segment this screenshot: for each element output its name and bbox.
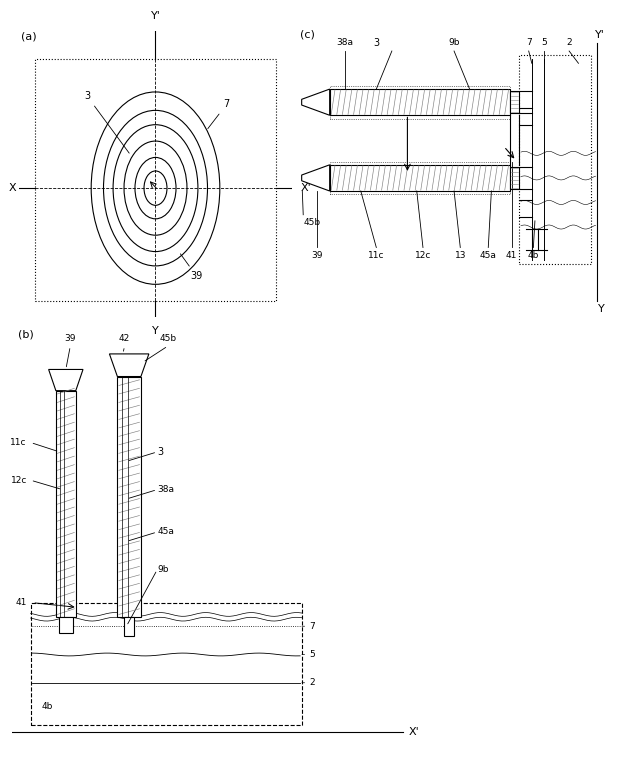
Bar [124, 617, 134, 636]
Text: X': X' [300, 183, 311, 193]
Text: Y: Y [598, 304, 605, 314]
Bar [330, 86, 510, 118]
Text: 7: 7 [526, 38, 532, 47]
Text: (a): (a) [21, 31, 37, 42]
Text: 3: 3 [157, 447, 164, 457]
Text: 5: 5 [309, 650, 315, 659]
Text: 7: 7 [208, 99, 230, 128]
Text: 12c: 12c [415, 251, 431, 261]
Text: 13: 13 [455, 251, 466, 261]
Text: (c): (c) [300, 30, 315, 40]
Text: Y': Y' [151, 11, 160, 21]
Text: 3: 3 [84, 91, 129, 153]
Text: 45a: 45a [480, 251, 497, 261]
Bar [510, 167, 519, 189]
Text: 45b: 45b [304, 219, 320, 228]
Text: 9b: 9b [157, 565, 169, 575]
Polygon shape [302, 165, 330, 191]
Text: 2: 2 [566, 38, 572, 47]
Text: 39: 39 [312, 251, 323, 261]
Text: 45b: 45b [159, 335, 177, 343]
Text: 39: 39 [180, 254, 203, 281]
Text: 3: 3 [373, 38, 379, 48]
Text: 12c: 12c [11, 476, 27, 484]
Text: Y: Y [152, 326, 159, 336]
Text: 41: 41 [506, 251, 518, 261]
Text: 38a: 38a [337, 38, 354, 47]
Text: 38a: 38a [157, 485, 174, 494]
Text: X: X [8, 183, 16, 193]
Text: 7: 7 [309, 622, 315, 631]
Text: 2: 2 [309, 678, 315, 688]
Text: 9b: 9b [448, 38, 460, 47]
Text: 39: 39 [65, 335, 76, 343]
Polygon shape [302, 89, 330, 115]
Text: 4b: 4b [527, 251, 539, 261]
Bar [56, 390, 76, 617]
Bar [35, 60, 276, 301]
Polygon shape [109, 354, 149, 377]
Polygon shape [49, 370, 83, 390]
Bar [510, 91, 519, 113]
Text: 41: 41 [16, 598, 27, 607]
Bar [330, 165, 510, 191]
Text: Y': Y' [595, 30, 605, 40]
Bar [58, 617, 73, 633]
Text: 11c: 11c [11, 438, 27, 447]
Text: 5: 5 [541, 38, 547, 47]
Text: X': X' [409, 727, 419, 737]
Bar [330, 161, 510, 194]
Text: 4b: 4b [42, 702, 53, 711]
Text: 11c: 11c [368, 251, 384, 261]
Bar [30, 603, 302, 725]
Text: 45a: 45a [157, 527, 174, 536]
Text: 42: 42 [119, 335, 130, 343]
Bar [519, 55, 591, 264]
Bar [118, 377, 141, 617]
Text: (b): (b) [18, 329, 34, 339]
Bar [330, 89, 510, 115]
